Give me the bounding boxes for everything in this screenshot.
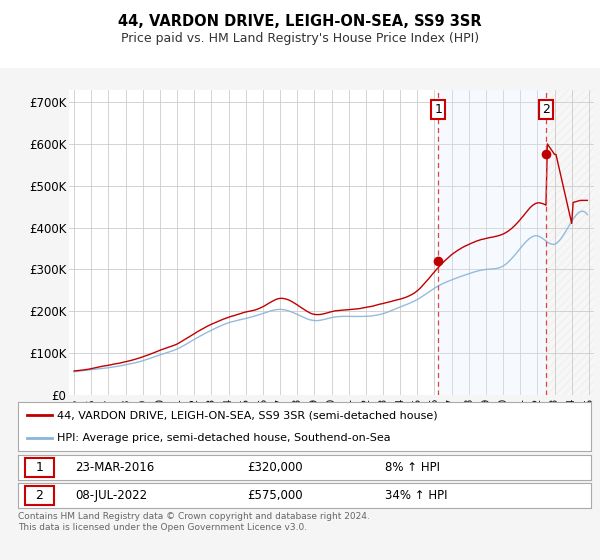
Text: 1: 1 bbox=[35, 461, 43, 474]
Text: HPI: Average price, semi-detached house, Southend-on-Sea: HPI: Average price, semi-detached house,… bbox=[57, 433, 391, 444]
Text: 2: 2 bbox=[35, 489, 43, 502]
Text: £575,000: £575,000 bbox=[247, 489, 303, 502]
Text: 44, VARDON DRIVE, LEIGH-ON-SEA, SS9 3SR (semi-detached house): 44, VARDON DRIVE, LEIGH-ON-SEA, SS9 3SR … bbox=[57, 410, 437, 421]
FancyBboxPatch shape bbox=[25, 458, 53, 477]
Text: Contains HM Land Registry data © Crown copyright and database right 2024.
This d: Contains HM Land Registry data © Crown c… bbox=[18, 512, 370, 532]
Text: 23-MAR-2016: 23-MAR-2016 bbox=[76, 461, 155, 474]
Bar bbox=[438, 90, 547, 395]
Text: Price paid vs. HM Land Registry's House Price Index (HPI): Price paid vs. HM Land Registry's House … bbox=[121, 32, 479, 45]
Text: 2: 2 bbox=[542, 103, 550, 116]
FancyBboxPatch shape bbox=[25, 486, 53, 505]
Bar bbox=[547, 90, 594, 395]
Text: £320,000: £320,000 bbox=[247, 461, 303, 474]
Text: 34% ↑ HPI: 34% ↑ HPI bbox=[385, 489, 447, 502]
Text: 1: 1 bbox=[434, 103, 442, 116]
Text: 08-JUL-2022: 08-JUL-2022 bbox=[76, 489, 148, 502]
Text: 8% ↑ HPI: 8% ↑ HPI bbox=[385, 461, 440, 474]
Text: 44, VARDON DRIVE, LEIGH-ON-SEA, SS9 3SR: 44, VARDON DRIVE, LEIGH-ON-SEA, SS9 3SR bbox=[118, 14, 482, 29]
